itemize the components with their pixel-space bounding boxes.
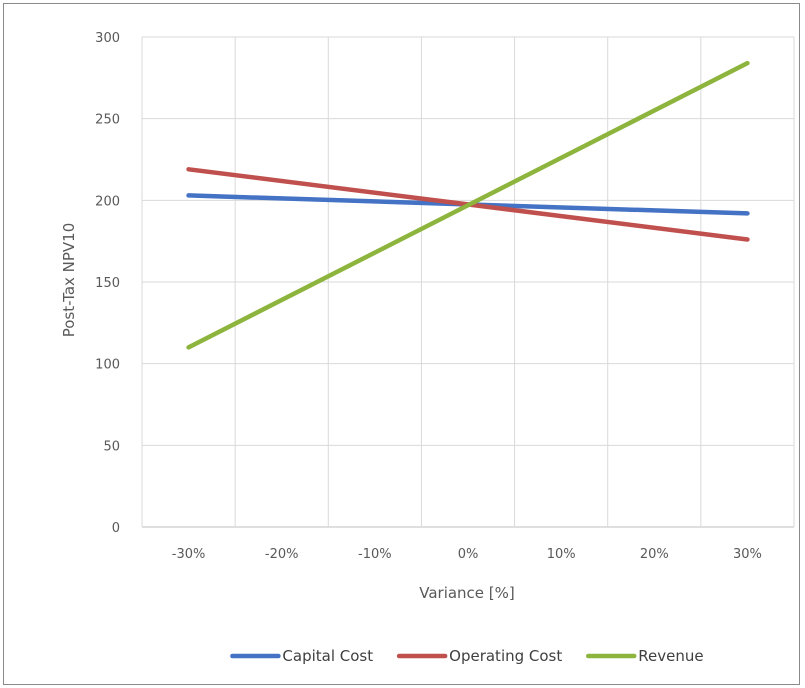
y-tick-label: 0 bbox=[112, 521, 120, 536]
x-tick-label: 10% bbox=[547, 547, 576, 562]
y-tick-labels: 0 50 100 150 200 250 300 bbox=[95, 31, 120, 536]
legend-label: Capital Cost bbox=[282, 647, 373, 665]
y-tick-label: 200 bbox=[95, 194, 120, 209]
y-tick-label: 50 bbox=[103, 439, 120, 454]
x-tick-label: 0% bbox=[458, 547, 479, 562]
legend-label: Operating Cost bbox=[449, 647, 562, 665]
x-tick-label: 30% bbox=[733, 547, 762, 562]
legend-item: Capital Cost bbox=[232, 647, 373, 665]
x-tick-label: -10% bbox=[358, 547, 392, 562]
series-lines bbox=[189, 63, 748, 347]
legend-item: Operating Cost bbox=[399, 647, 562, 665]
x-tick-label: -30% bbox=[172, 547, 206, 562]
x-tick-label: 20% bbox=[640, 547, 669, 562]
legend-item: Revenue bbox=[588, 647, 703, 665]
y-tick-label: 100 bbox=[95, 358, 120, 373]
x-axis-title: Variance [%] bbox=[419, 584, 515, 602]
y-tick-label: 250 bbox=[95, 113, 120, 128]
legend: Capital Cost Operating Cost Revenue bbox=[232, 647, 703, 665]
x-tick-label: -20% bbox=[265, 547, 299, 562]
y-tick-label: 300 bbox=[95, 31, 120, 46]
gridlines bbox=[142, 37, 794, 527]
legend-label: Revenue bbox=[638, 647, 703, 665]
series-line-revenue bbox=[189, 63, 748, 347]
y-axis-title: Post-Tax NPV10 bbox=[60, 223, 78, 338]
x-tick-labels: -30% -20% -10% 0% 10% 20% 30% bbox=[172, 547, 762, 562]
y-tick-label: 150 bbox=[95, 276, 120, 291]
